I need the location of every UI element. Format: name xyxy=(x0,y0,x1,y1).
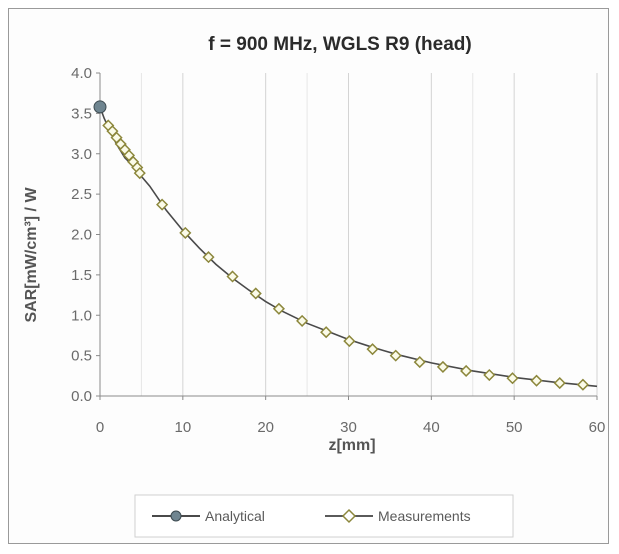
measurement-point xyxy=(530,374,543,387)
measurement-point xyxy=(553,377,566,390)
measurement-point xyxy=(460,364,473,378)
analytical-point xyxy=(93,100,107,114)
x-tick-label: 0 xyxy=(96,419,104,436)
y-tick-label: 0.0 xyxy=(71,388,92,405)
x-tick-label: 10 xyxy=(174,419,191,436)
measurement-point xyxy=(272,302,285,315)
y-tick-label: 1.0 xyxy=(71,307,92,324)
measurement-point xyxy=(226,270,239,283)
x-tick-label: 50 xyxy=(506,419,523,436)
chart-title: f = 900 MHz, WGLS R9 (head) xyxy=(208,34,471,55)
legend-item-measurements: Measurements xyxy=(325,508,471,524)
legend-label-measurements: Measurements xyxy=(378,508,471,524)
x-axis-label: z[mm] xyxy=(328,437,375,454)
tick-labels: 0.0 0.5 1.0 1.5 2.0 2.5 3.0 3.5 4.0 0 10 20 30 40 50 60 xyxy=(71,65,605,436)
measurement-point xyxy=(156,198,169,211)
measurement-point xyxy=(506,372,519,385)
measurement-point xyxy=(413,356,426,369)
axes xyxy=(96,72,598,400)
measurement-point xyxy=(436,360,449,373)
y-tick-label: 2.5 xyxy=(71,186,92,203)
measurement-point xyxy=(366,343,379,356)
y-tick-label: 2.0 xyxy=(71,227,92,244)
chart-frame xyxy=(8,8,609,544)
x-tick-label: 20 xyxy=(257,419,274,436)
measurement-point xyxy=(296,314,309,327)
y-tick-label: 1.5 xyxy=(71,267,92,284)
measurement-point xyxy=(202,251,215,264)
legend-analytical-marker xyxy=(170,510,182,522)
x-tick-label: 30 xyxy=(340,419,357,436)
legend-measurements-marker xyxy=(341,508,357,524)
y-tick-label: 0.5 xyxy=(71,348,92,365)
measurement-point xyxy=(483,368,496,382)
measurement-point xyxy=(389,349,402,362)
measurement-point xyxy=(576,378,589,391)
x-tick-label: 40 xyxy=(423,419,440,436)
measurement-point xyxy=(249,287,262,300)
grid xyxy=(140,73,598,396)
measurement-point xyxy=(320,326,333,339)
legend-label-analytical: Analytical xyxy=(205,508,265,524)
measurement-point xyxy=(343,335,356,348)
y-axis-label: SAR[mW/cm³] / W xyxy=(23,187,40,323)
legend-item-analytical: Analytical xyxy=(152,508,265,524)
y-tick-label: 3.0 xyxy=(71,146,92,163)
measurement-point xyxy=(179,226,192,239)
series xyxy=(93,100,598,391)
y-tick-label: 4.0 xyxy=(71,65,92,82)
x-tick-label: 60 xyxy=(589,419,606,436)
y-tick-label: 3.5 xyxy=(71,105,92,122)
measurement-point xyxy=(133,167,146,180)
